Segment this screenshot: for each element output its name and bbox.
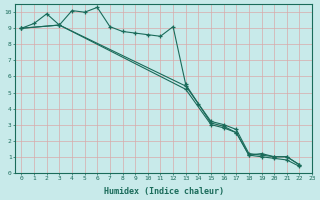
X-axis label: Humidex (Indice chaleur): Humidex (Indice chaleur) [104,187,224,196]
